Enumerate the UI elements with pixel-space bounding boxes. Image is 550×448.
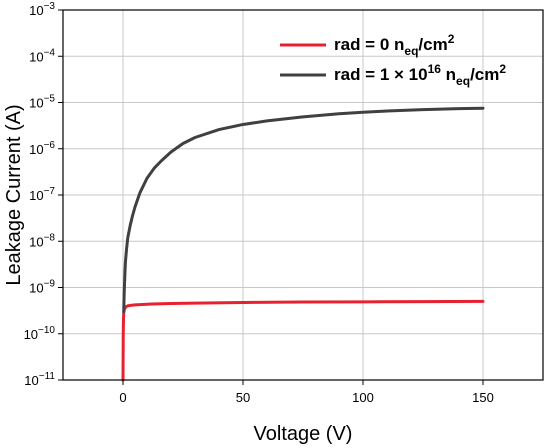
y-axis-ticks: 10−11 10−10 10−9 10−8 10−7 10−6 10−5 10−4 10−3 (24, 1, 63, 388)
x-tick-label: 100 (352, 390, 374, 405)
series-lines (121, 106, 485, 382)
y-tick-label: 10−10 (24, 325, 56, 342)
x-tick-label: 150 (472, 390, 494, 405)
series-line-1 (121, 299, 485, 382)
y-tick-label: 10−8 (29, 232, 55, 249)
x-tick-label: 0 (119, 390, 126, 405)
y-tick-label: 10−6 (29, 140, 55, 157)
legend-label-1: rad = 0 neq/cm2 (334, 32, 455, 58)
x-tick-label: 50 (236, 390, 250, 405)
y-tick-label: 10−9 (29, 279, 55, 296)
legend-label-2: rad = 1 × 1016 neq/cm2 (334, 62, 506, 88)
y-tick-label: 10−11 (24, 371, 55, 388)
y-tick-label: 10−3 (29, 1, 55, 18)
x-axis-ticks: 0 50 100 150 (119, 380, 494, 405)
legend: rad = 0 neq/cm2 rad = 1 × 1016 neq/cm2 (280, 32, 506, 88)
y-tick-label: 10−4 (29, 47, 55, 64)
y-tick-label: 10−7 (29, 186, 55, 203)
x-axis-title: Voltage (V) (254, 423, 353, 445)
y-tick-label: 10−5 (29, 94, 55, 111)
y-axis-title: Leakage Current (A) (3, 104, 25, 285)
series-line-2 (122, 106, 485, 314)
